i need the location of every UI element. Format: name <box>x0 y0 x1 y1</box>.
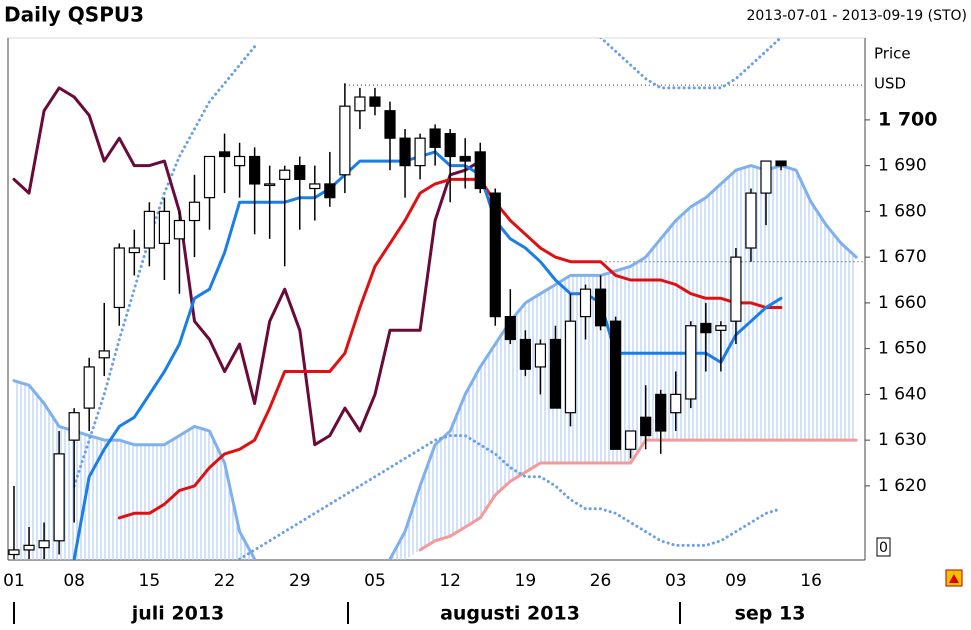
y-axis-unit: USD <box>874 75 906 93</box>
candle-body <box>324 183 336 199</box>
candle-body <box>609 320 622 450</box>
export-icon[interactable] <box>945 569 963 587</box>
x-tick-label: 05 <box>364 571 386 591</box>
indicator-line <box>12 86 482 447</box>
indicator-line <box>12 164 858 560</box>
candle-body <box>264 183 276 187</box>
candle-body <box>730 256 742 322</box>
candle-body <box>218 151 231 158</box>
candle-body <box>444 133 456 158</box>
candle-body <box>68 412 80 441</box>
period-label: augusti 2013 <box>440 603 580 625</box>
candle-body <box>504 316 516 341</box>
candle-body <box>339 105 351 176</box>
x-tick-label: 26 <box>590 571 612 591</box>
candle-body <box>158 210 170 245</box>
x-tick-label: 08 <box>63 571 85 591</box>
candle-body <box>98 350 110 359</box>
candle-body <box>203 155 216 199</box>
y-tick-label: 1 690 <box>878 156 927 176</box>
candle-body <box>399 137 411 167</box>
y-tick-label: 1 620 <box>878 476 927 496</box>
candle-body <box>249 155 261 185</box>
candle-body <box>594 288 607 327</box>
candle-body <box>625 430 637 450</box>
y-tick-label: 1 640 <box>878 384 927 404</box>
candle-body <box>429 128 441 148</box>
candle-body <box>685 325 697 400</box>
corner-box <box>876 537 891 557</box>
indicator-line <box>418 438 858 552</box>
plot-area <box>8 38 865 560</box>
x-tick-label: 01 <box>3 571 25 591</box>
band-line <box>238 434 783 560</box>
period-label: sep 13 <box>735 603 806 625</box>
y-tick-label: 1 680 <box>878 201 927 221</box>
candle-body <box>354 96 366 112</box>
candle-body <box>53 453 65 542</box>
candle-body <box>700 322 712 334</box>
corner-marker: 0 <box>879 540 888 556</box>
candle-body <box>143 210 155 249</box>
candle-body <box>369 96 381 107</box>
chart-subtitle: 2013-07-01 - 2013-09-19 (STO) <box>746 8 967 24</box>
candle-body <box>279 169 291 180</box>
candle-body <box>474 151 486 190</box>
y-tick-label: 1 630 <box>878 430 927 450</box>
x-tick-label: 12 <box>439 571 461 591</box>
candle-body <box>173 219 186 240</box>
candle-body <box>670 393 682 414</box>
candle-body <box>745 192 757 249</box>
candle-body <box>234 155 246 167</box>
candle-body <box>775 160 787 167</box>
band-line <box>72 38 783 488</box>
candle-body <box>489 192 501 318</box>
icon-glyph[interactable] <box>949 574 959 583</box>
period-label: juli 2013 <box>131 603 225 625</box>
candle-body <box>459 155 471 162</box>
candle-body <box>113 247 125 309</box>
indicator-line <box>72 150 783 560</box>
candle-body <box>414 137 426 167</box>
candle-body <box>294 165 306 180</box>
candle-body <box>564 320 577 414</box>
candle-body <box>309 183 321 190</box>
y-tick-label: 1 670 <box>878 247 927 267</box>
x-tick-label: 16 <box>800 571 822 591</box>
candle-body <box>579 288 592 318</box>
candle-body <box>23 544 35 551</box>
candle-body <box>128 247 140 254</box>
x-tick-label: 29 <box>289 571 311 591</box>
x-tick-label: 19 <box>515 571 537 591</box>
candle-body <box>534 343 547 368</box>
chart-title: Daily QSPU3 <box>4 3 144 27</box>
candle-body <box>188 201 201 222</box>
x-tick-label: 22 <box>214 571 236 591</box>
x-tick-label: 03 <box>665 571 687 591</box>
y-tick-label: 1 660 <box>878 293 927 313</box>
candle-body <box>83 366 95 409</box>
candle-body <box>655 393 667 432</box>
x-tick-label: 09 <box>725 571 747 591</box>
candle-body <box>760 160 772 194</box>
candle-body <box>519 338 531 370</box>
y-tick-label: 1 700 <box>878 108 938 130</box>
y-axis-label: Price <box>874 45 911 63</box>
candle-body <box>8 549 20 556</box>
candle-body <box>38 540 50 549</box>
candle-body <box>715 325 727 331</box>
candle-body <box>549 338 562 409</box>
candle-body <box>384 110 396 139</box>
x-tick-label: 15 <box>139 571 161 591</box>
candle-body <box>640 416 652 437</box>
y-tick-label: 1 650 <box>878 339 927 359</box>
